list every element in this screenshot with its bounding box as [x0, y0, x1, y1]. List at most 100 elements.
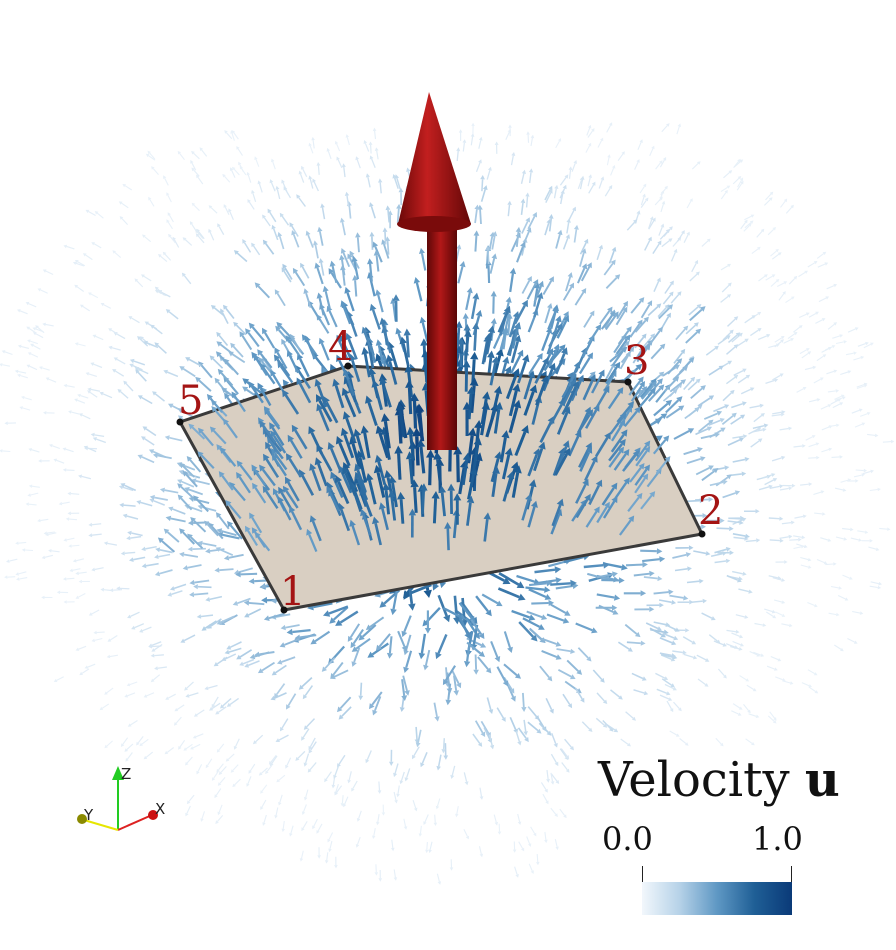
velocity-glyph-head: [216, 341, 223, 347]
velocity-glyph-head: [714, 345, 719, 351]
velocity-glyph: [708, 367, 721, 376]
velocity-glyph: [640, 304, 651, 319]
velocity-glyph: [343, 166, 346, 178]
velocity-glyph-head: [344, 191, 350, 196]
velocity-glyph: [743, 225, 750, 232]
velocity-glyph: [179, 153, 185, 161]
velocity-glyph-head: [155, 547, 161, 553]
velocity-glyph: [153, 326, 163, 335]
velocity-glyph: [834, 395, 842, 400]
velocity-glyph: [133, 360, 146, 366]
velocity-glyph: [850, 537, 859, 541]
velocity-glyph: [579, 451, 591, 472]
velocity-glyph-head: [185, 693, 190, 698]
velocity-glyph-head: [657, 326, 663, 333]
velocity-glyph: [575, 498, 589, 519]
velocity-glyph-head: [262, 327, 268, 335]
velocity-glyph: [489, 258, 496, 274]
velocity-glyph-head: [127, 530, 132, 536]
velocity-glyph: [152, 168, 159, 175]
velocity-glyph: [860, 413, 868, 417]
velocity-glyph-head: [609, 122, 613, 126]
velocity-glyph: [224, 206, 230, 216]
velocity-glyph-head: [847, 370, 852, 374]
velocity-glyph: [284, 638, 300, 646]
velocity-glyph-head: [814, 690, 819, 694]
velocity-glyph-head: [376, 821, 380, 826]
velocity-glyph-head: [360, 425, 369, 434]
velocity-glyph-head: [88, 292, 92, 296]
velocity-glyph-head: [398, 187, 404, 193]
velocity-glyph-head: [839, 455, 843, 459]
velocity-glyph-head: [358, 695, 364, 701]
velocity-glyph-head: [410, 392, 419, 402]
velocity-glyph-head: [724, 189, 728, 194]
velocity-glyph: [474, 654, 478, 670]
velocity-glyph-head: [701, 524, 706, 530]
velocity-glyph: [352, 629, 364, 645]
velocity-glyph: [192, 743, 201, 749]
velocity-glyph-head: [204, 686, 209, 691]
velocity-glyph-head: [528, 479, 537, 488]
velocity-glyph: [185, 743, 193, 750]
velocity-glyph-head: [368, 141, 373, 145]
velocity-glyph-head: [467, 427, 477, 437]
velocity-glyph: [170, 517, 186, 523]
velocity-glyph-head: [196, 614, 202, 619]
velocity-glyph-head: [705, 658, 710, 662]
velocity-glyph-head: [211, 406, 218, 413]
velocity-glyph: [770, 250, 777, 257]
velocity-glyph: [382, 243, 390, 259]
velocity-glyph-head: [235, 571, 241, 578]
velocity-glyph: [161, 540, 176, 553]
velocity-glyph-head: [669, 280, 674, 286]
velocity-glyph-head: [279, 642, 286, 648]
velocity-glyph: [272, 228, 279, 241]
velocity-glyph: [667, 361, 680, 375]
velocity-glyph-head: [714, 432, 720, 438]
velocity-glyph-head: [349, 519, 356, 527]
velocity-glyph-head: [760, 653, 765, 657]
velocity-glyph-head: [659, 343, 666, 350]
velocity-glyph-head: [525, 192, 530, 197]
velocity-glyph: [181, 480, 195, 488]
velocity-glyph-head: [548, 362, 556, 371]
velocity-glyph: [232, 764, 239, 771]
velocity-glyph-head: [58, 501, 63, 506]
velocity-glyph-head: [649, 606, 655, 612]
velocity-glyph-head: [556, 323, 563, 331]
velocity-glyph-head: [208, 205, 213, 209]
velocity-glyph: [440, 492, 446, 517]
velocity-glyph: [32, 344, 41, 350]
velocity-glyph: [111, 347, 121, 351]
velocity-glyph: [685, 331, 698, 344]
velocity-glyph-head: [271, 158, 275, 163]
velocity-glyph: [714, 560, 727, 564]
velocity-glyph: [606, 124, 612, 133]
velocity-glyph: [577, 647, 589, 659]
velocity-glyph-head: [487, 166, 492, 171]
velocity-glyph: [311, 520, 322, 542]
velocity-glyph-head: [423, 664, 429, 671]
velocity-glyph: [581, 721, 591, 730]
velocity-glyph-head: [470, 133, 475, 137]
velocity-glyph-head: [191, 478, 197, 484]
velocity-glyph: [81, 668, 90, 674]
velocity-glyph-head: [327, 442, 335, 450]
velocity-glyph-head: [216, 749, 221, 753]
velocity-glyph-head: [735, 629, 740, 634]
velocity-glyph-head: [563, 447, 571, 456]
velocity-glyph: [713, 405, 726, 413]
velocity-glyph: [275, 613, 291, 618]
velocity-glyph: [514, 431, 527, 457]
velocity-glyph-head: [418, 833, 423, 837]
velocity-glyph-head: [27, 352, 32, 356]
velocity-glyph: [121, 202, 129, 209]
velocity-glyph-head: [345, 332, 353, 341]
velocity-glyph-head: [629, 369, 636, 376]
velocity-glyph-head: [532, 212, 537, 218]
velocity-glyph-head: [382, 482, 391, 491]
velocity-glyph: [566, 222, 570, 234]
velocity-glyph: [462, 142, 466, 152]
velocity-glyph-head: [813, 261, 818, 265]
